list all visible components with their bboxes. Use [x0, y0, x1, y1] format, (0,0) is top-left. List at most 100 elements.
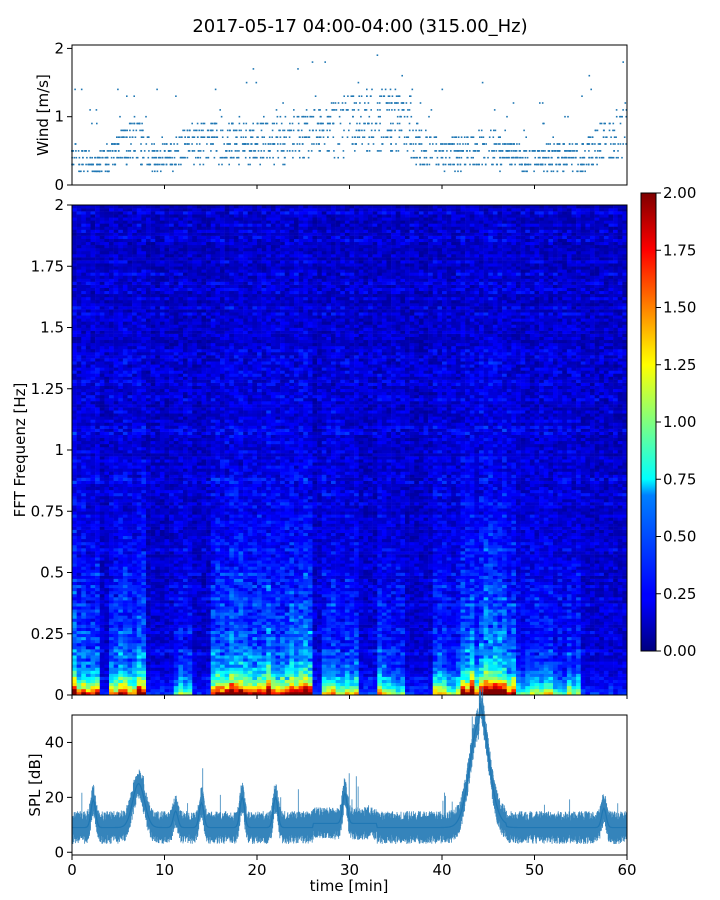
heatmap-cell — [312, 685, 318, 690]
wind-point — [594, 143, 596, 145]
heatmap-cell — [321, 670, 327, 674]
heatmap-cell — [294, 636, 299, 641]
heatmap-cell — [303, 627, 309, 631]
heatmap-cell — [553, 646, 558, 650]
heatmap-cell — [261, 618, 267, 622]
heatmap-cell — [243, 615, 249, 619]
heatmap-cell — [386, 639, 392, 644]
heatmap-cell — [529, 642, 535, 647]
wind-point — [455, 150, 458, 152]
heatmap-cell — [113, 691, 119, 696]
heatmap-cell — [99, 679, 105, 684]
heatmap-cell — [497, 685, 503, 690]
heatmap-cell — [400, 606, 406, 610]
wind-point — [494, 143, 497, 145]
heatmap-cell — [109, 642, 114, 647]
heatmap-cell — [280, 633, 286, 638]
heatmap-cell — [363, 691, 369, 696]
heatmap-cell — [127, 667, 133, 671]
heatmap-cell — [460, 639, 466, 644]
heatmap-cell — [238, 642, 244, 647]
heatmap-cell — [377, 679, 383, 684]
heatmap-cell — [252, 673, 258, 677]
wind-point — [148, 136, 150, 138]
heatmap-cell — [72, 691, 77, 696]
heatmap-cell — [344, 621, 350, 625]
heatmap-cell — [294, 658, 299, 662]
heatmap-cell — [437, 621, 443, 625]
heatmap-cell — [196, 630, 202, 635]
wind-point — [161, 163, 163, 166]
wind-point — [346, 136, 349, 138]
heatmap-cell — [187, 673, 193, 677]
heatmap-cell — [603, 670, 609, 674]
heatmap-cell — [469, 621, 475, 625]
heatmap-cell — [196, 627, 202, 631]
wind-point — [473, 163, 476, 166]
heatmap-cell — [622, 642, 628, 647]
wind-point — [329, 115, 332, 118]
heatmap-cell — [90, 621, 96, 625]
wind-point — [536, 163, 538, 166]
heatmap-cell — [423, 612, 429, 616]
heatmap-cell — [289, 646, 295, 650]
wind-point — [599, 150, 602, 152]
heatmap-cell — [136, 679, 142, 684]
wind-point — [577, 170, 579, 173]
heatmap-cell — [469, 658, 475, 662]
heatmap-cell — [257, 658, 262, 662]
heatmap-cell — [599, 682, 605, 687]
heatmap-cell — [192, 676, 198, 680]
wind-point — [332, 102, 335, 104]
wind-point — [351, 109, 354, 111]
heatmap-cell — [243, 652, 249, 656]
wind-point — [425, 150, 428, 152]
heatmap-cell — [220, 615, 225, 619]
wind-point — [337, 156, 339, 159]
heatmap-cell — [215, 688, 221, 693]
heatmap-cell — [529, 646, 535, 650]
wind-point — [225, 156, 227, 159]
wind-point — [528, 150, 531, 152]
heatmap-cell — [497, 612, 503, 616]
heatmap-cell — [331, 676, 336, 680]
wind-point — [291, 150, 294, 152]
wind-point — [104, 170, 107, 173]
heatmap-cell — [238, 609, 244, 613]
heatmap-cell — [488, 670, 494, 674]
heatmap-cell — [566, 621, 572, 625]
heatmap-cell — [220, 642, 225, 647]
heatmap-cell — [432, 658, 438, 662]
heatmap-cell — [608, 676, 614, 680]
heatmap-cell — [488, 646, 494, 650]
wind-point — [188, 150, 191, 152]
heatmap-cell — [132, 630, 138, 635]
heatmap-cell — [196, 658, 202, 662]
wind-point — [232, 129, 235, 132]
wind-point — [110, 156, 113, 159]
heatmap-cell — [622, 682, 628, 687]
wind-point — [455, 136, 458, 138]
heatmap-cell — [173, 630, 179, 635]
heatmap-cell — [590, 652, 595, 656]
heatmap-cell — [104, 624, 110, 628]
heatmap-cell — [340, 652, 346, 656]
heatmap-cell — [617, 621, 623, 625]
heatmap-cell — [335, 679, 341, 684]
heatmap-cell — [377, 630, 383, 635]
heatmap-cell — [95, 679, 101, 684]
heatmap-cell — [243, 636, 249, 641]
heatmap-cell — [136, 673, 142, 677]
heatmap-cell — [548, 691, 554, 696]
heatmap-cell — [215, 627, 221, 631]
heatmap-cell — [178, 682, 184, 687]
heatmap-cell — [479, 636, 484, 641]
heatmap-cell — [511, 676, 517, 680]
wind-point — [251, 129, 254, 132]
wind-point — [306, 122, 309, 125]
heatmap-cell — [395, 685, 401, 690]
heatmap-cell — [270, 621, 276, 625]
heatmap-cell — [613, 682, 619, 687]
heatmap-cell — [423, 615, 429, 619]
heatmap-cell — [520, 667, 526, 671]
